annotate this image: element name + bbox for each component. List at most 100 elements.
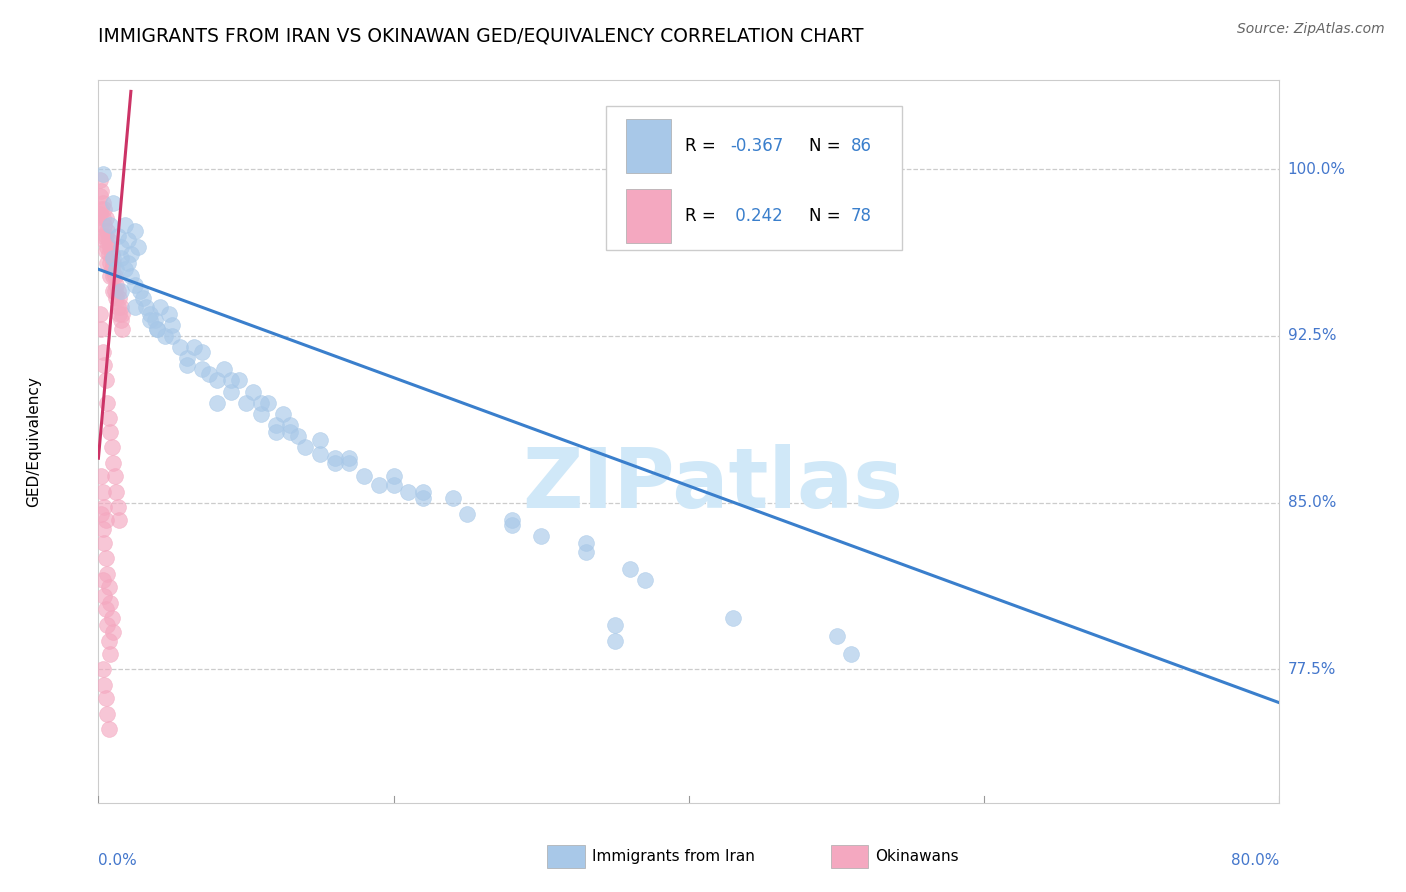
Point: [153, 329, 176, 343]
Point: [228, 373, 250, 387]
Point: [89, 207, 111, 221]
Point: [457, 507, 479, 521]
Point: [91, 662, 114, 676]
Point: [94, 373, 117, 387]
Point: [98, 425, 121, 439]
Point: [93, 589, 115, 603]
Point: [339, 451, 361, 466]
Point: [309, 447, 332, 461]
Point: [98, 218, 121, 232]
Point: [110, 240, 132, 254]
Point: [103, 456, 125, 470]
Point: [110, 285, 132, 299]
Point: [107, 500, 129, 515]
Point: [100, 440, 122, 454]
Point: [162, 318, 183, 332]
Point: [96, 566, 118, 581]
Point: [619, 562, 641, 576]
Point: [93, 218, 115, 232]
Point: [90, 218, 112, 232]
Point: [162, 329, 183, 343]
Text: 85.0%: 85.0%: [1288, 495, 1336, 510]
Point: [104, 469, 127, 483]
FancyBboxPatch shape: [831, 845, 869, 868]
Point: [169, 340, 191, 354]
Point: [100, 246, 122, 260]
Point: [191, 344, 214, 359]
Point: [271, 407, 294, 421]
Point: [149, 300, 172, 314]
Point: [128, 285, 150, 299]
Text: 86: 86: [851, 137, 872, 155]
Point: [98, 240, 121, 254]
Point: [257, 395, 280, 409]
Point: [104, 268, 127, 283]
Point: [120, 246, 142, 260]
Point: [98, 268, 121, 283]
Text: IMMIGRANTS FROM IRAN VS OKINAWAN GED/EQUIVALENCY CORRELATION CHART: IMMIGRANTS FROM IRAN VS OKINAWAN GED/EQU…: [98, 27, 863, 45]
Point: [242, 384, 264, 399]
Point: [501, 513, 523, 527]
Point: [441, 491, 464, 506]
Point: [605, 618, 627, 632]
Point: [98, 647, 121, 661]
FancyBboxPatch shape: [606, 105, 901, 250]
Point: [97, 723, 120, 737]
Point: [93, 202, 115, 217]
Text: N =: N =: [810, 137, 846, 155]
Point: [382, 469, 405, 483]
Point: [94, 244, 117, 259]
Point: [100, 611, 122, 625]
Point: [143, 313, 166, 327]
Point: [105, 484, 128, 499]
Point: [91, 344, 114, 359]
Point: [94, 513, 117, 527]
Text: 100.0%: 100.0%: [1288, 161, 1346, 177]
Point: [98, 255, 121, 269]
Text: -0.367: -0.367: [730, 137, 783, 155]
Point: [530, 529, 553, 543]
Point: [96, 706, 118, 721]
Point: [103, 255, 125, 269]
Text: R =: R =: [685, 137, 721, 155]
Point: [412, 491, 434, 506]
Point: [124, 277, 146, 292]
Text: 77.5%: 77.5%: [1288, 662, 1336, 677]
Point: [96, 255, 118, 269]
Point: [110, 313, 132, 327]
Point: [97, 411, 120, 425]
Point: [90, 469, 112, 483]
Point: [111, 322, 134, 336]
Point: [96, 240, 118, 254]
Point: [309, 434, 332, 448]
Point: [176, 358, 198, 372]
Point: [103, 624, 125, 639]
Point: [264, 417, 287, 432]
Point: [221, 384, 243, 399]
Point: [103, 251, 125, 265]
Point: [90, 185, 112, 199]
Point: [89, 173, 111, 187]
Point: [191, 362, 214, 376]
Text: GED/Equivalency: GED/Equivalency: [25, 376, 41, 507]
Point: [103, 195, 125, 210]
Point: [176, 351, 198, 366]
Point: [135, 300, 157, 314]
Point: [287, 429, 309, 443]
Point: [94, 691, 117, 706]
Point: [108, 307, 131, 321]
Point: [221, 373, 243, 387]
Point: [264, 425, 287, 439]
Point: [96, 618, 118, 632]
Point: [96, 395, 118, 409]
Point: [368, 478, 391, 492]
Point: [100, 262, 122, 277]
Point: [107, 285, 129, 299]
FancyBboxPatch shape: [547, 845, 585, 868]
Point: [107, 228, 129, 243]
Point: [105, 291, 128, 305]
Point: [841, 647, 863, 661]
Point: [146, 322, 169, 336]
Point: [91, 211, 114, 226]
Text: ZIPatlas: ZIPatlas: [522, 444, 903, 525]
